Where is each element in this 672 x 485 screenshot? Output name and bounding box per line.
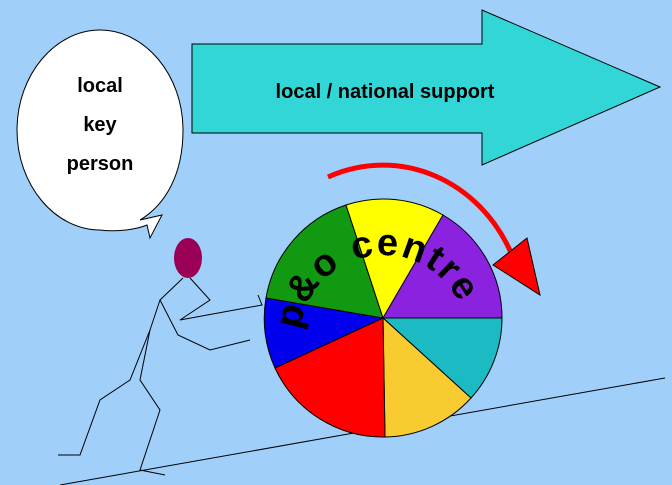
slide: local / national support local key perso…	[0, 0, 672, 485]
bubble-line: key	[83, 114, 117, 136]
head	[174, 238, 202, 278]
bubble-line: local	[77, 75, 123, 97]
bubble-line: person	[67, 153, 134, 175]
arrow-label: local / national support	[276, 81, 495, 103]
